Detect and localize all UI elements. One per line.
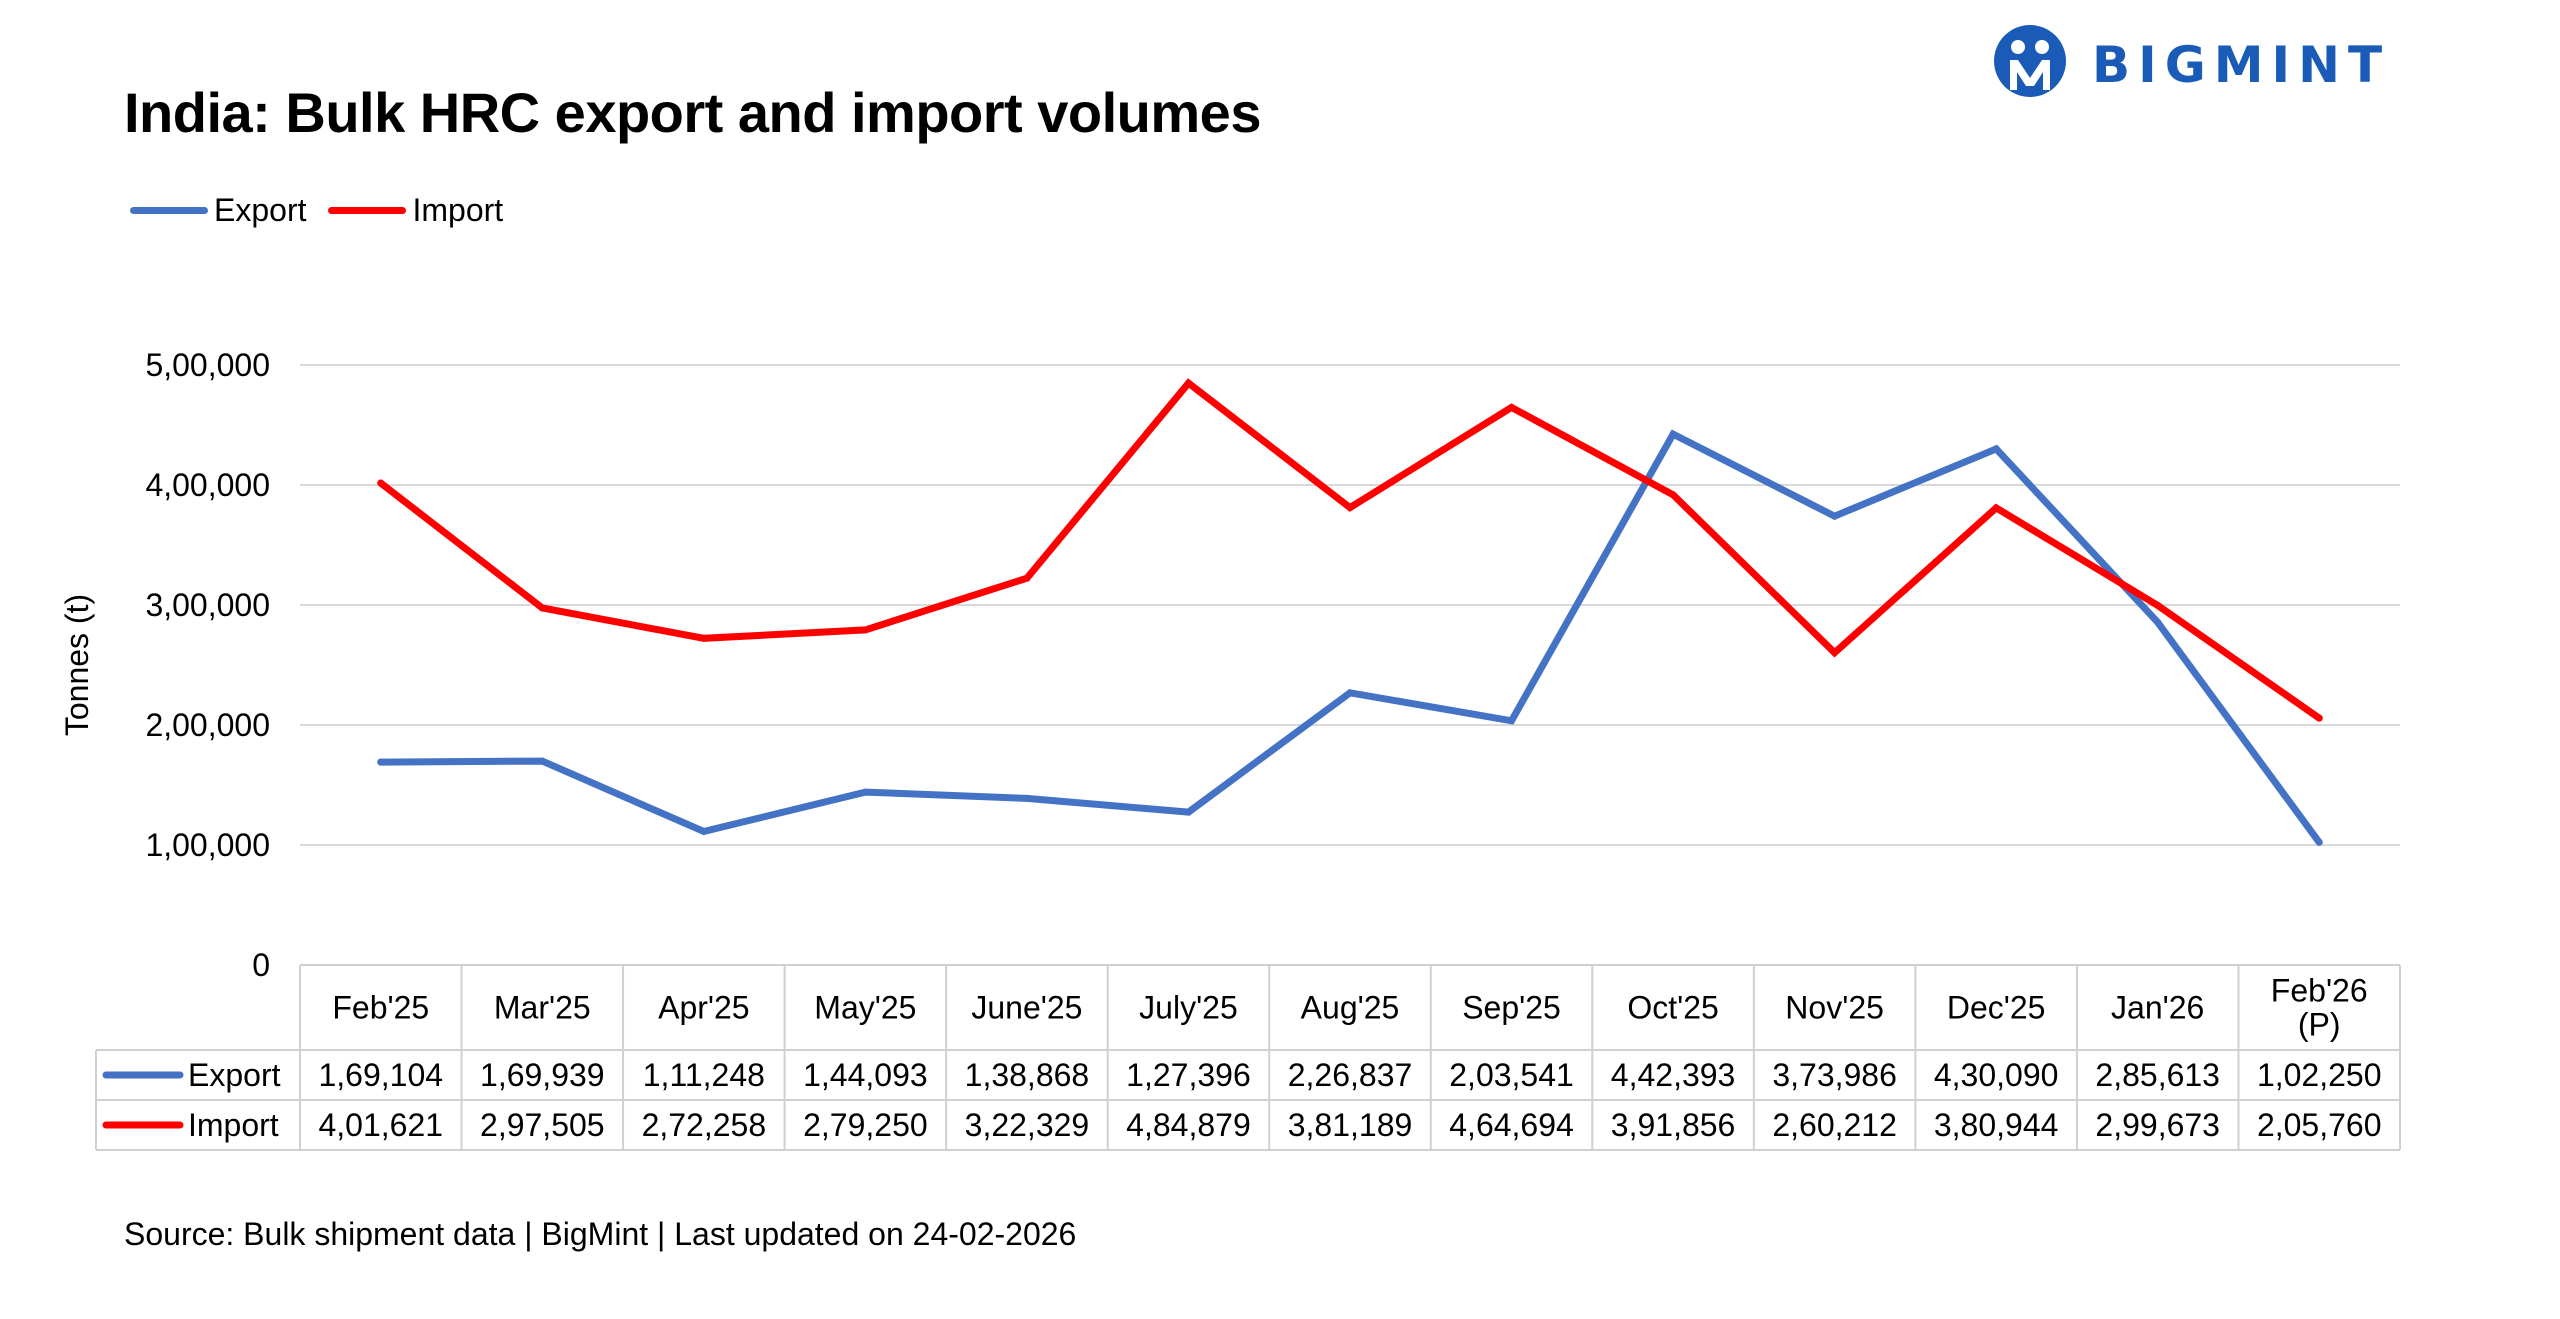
x-tick-label: Nov'25 [1785, 990, 1884, 1026]
chart-title: India: Bulk HRC export and import volume… [124, 81, 1261, 144]
table-cell: 1,11,248 [643, 1057, 765, 1093]
data-point-import [700, 634, 708, 642]
y-tick-label: 0 [252, 947, 270, 983]
data-point-import [538, 604, 546, 612]
table-cell: 4,01,621 [318, 1107, 443, 1143]
table-cell: 2,60,212 [1772, 1107, 1897, 1143]
data-point-export [1831, 512, 1839, 520]
x-tick-label: Sep'25 [1462, 990, 1561, 1026]
x-tick-label: June'25 [971, 990, 1082, 1026]
data-point-import [1184, 379, 1192, 387]
x-tick-label: Apr'25 [658, 990, 750, 1026]
x-tick-label: July'25 [1139, 990, 1238, 1026]
y-tick-label: 4,00,000 [145, 467, 270, 503]
data-point-import [2315, 714, 2323, 722]
brand-name: BIGMINT [2092, 36, 2391, 94]
data-point-export [1184, 808, 1192, 816]
data-point-import [2154, 601, 2162, 609]
x-tick-label: May'25 [814, 990, 916, 1026]
series-line-export [377, 429, 2323, 846]
series-line-import [377, 378, 2323, 722]
data-point-import [1023, 574, 1031, 582]
data-point-export [2154, 618, 2162, 626]
y-tick-label: 5,00,000 [145, 347, 270, 383]
x-tick-label: Dec'25 [1947, 990, 2046, 1026]
y-tick-label: 3,00,000 [145, 587, 270, 623]
data-point-import [1508, 403, 1516, 411]
table-cell: 2,85,613 [2095, 1057, 2220, 1093]
data-point-import [1669, 491, 1677, 499]
data-point-export [1346, 689, 1354, 697]
data-point-import [1992, 504, 2000, 512]
data-point-export [538, 757, 546, 765]
table-cell: 1,02,250 [2257, 1057, 2382, 1093]
table-cell: 2,97,505 [480, 1107, 605, 1143]
data-point-import [1831, 649, 1839, 657]
x-tick-label: Feb'26 (P) [2271, 973, 2368, 1043]
table-cell: 3,22,329 [965, 1107, 1090, 1143]
table-cell: 4,64,694 [1449, 1107, 1574, 1143]
bigmint-logo-icon [1994, 25, 2066, 97]
table-cell: 3,80,944 [1934, 1107, 2059, 1143]
chart-legend: Export Import [130, 190, 503, 230]
table-cell: 2,26,837 [1288, 1057, 1413, 1093]
table-cell: 4,42,393 [1611, 1057, 1736, 1093]
table-cell: 3,91,856 [1611, 1107, 1736, 1143]
table-cell: 2,03,541 [1449, 1057, 1574, 1093]
table-cell: 2,99,673 [2095, 1107, 2220, 1143]
table-cell: 2,79,250 [803, 1107, 928, 1143]
legend-swatch-export [130, 206, 208, 214]
table-row-label: Import [188, 1107, 279, 1143]
data-point-import [377, 479, 385, 487]
data-point-export [1508, 717, 1516, 725]
x-tick-label: Feb'25 [332, 990, 429, 1026]
legend-label-import: Import [412, 191, 504, 228]
table-cell: 1,27,396 [1126, 1057, 1251, 1093]
y-axis-title: Tonnes (t) [59, 594, 95, 736]
y-tick-label: 1,00,000 [145, 827, 270, 863]
data-point-export [700, 828, 708, 836]
y-tick-label: 2,00,000 [145, 707, 270, 743]
legend-label-export: Export [214, 191, 307, 228]
table-cell: 3,81,189 [1288, 1107, 1413, 1143]
table-cell: 1,69,939 [480, 1057, 605, 1093]
data-point-export [861, 788, 869, 796]
legend-item-export: Export [130, 192, 306, 229]
table-cell: 4,84,879 [1126, 1107, 1251, 1143]
source-note: Source: Bulk shipment data | BigMint | L… [124, 1216, 1077, 1252]
legend-swatch-import [328, 206, 407, 214]
x-tick-label: Jan'26 [2111, 990, 2204, 1026]
x-tick-label: Oct'25 [1627, 990, 1718, 1026]
data-point-import [861, 626, 869, 634]
table-cell: 1,44,093 [803, 1057, 928, 1093]
table-cell: 4,30,090 [1934, 1057, 2059, 1093]
table-cell: 1,69,104 [318, 1057, 443, 1093]
x-tick-label: Mar'25 [494, 990, 591, 1026]
data-point-import [1346, 504, 1354, 512]
legend-item-import: Import [328, 192, 503, 229]
table-cell: 3,73,986 [1772, 1057, 1897, 1093]
table-cell: 2,72,258 [642, 1107, 767, 1143]
data-point-export [1992, 445, 2000, 453]
data-point-export [1023, 794, 1031, 802]
data-point-export [2315, 838, 2323, 846]
table-row-label: Export [188, 1057, 281, 1093]
x-tick-label: Aug'25 [1301, 990, 1400, 1026]
data-point-export [377, 758, 385, 766]
table-cell: 2,05,760 [2257, 1107, 2382, 1143]
data-point-export [1669, 430, 1677, 438]
table-cell: 1,38,868 [965, 1057, 1090, 1093]
